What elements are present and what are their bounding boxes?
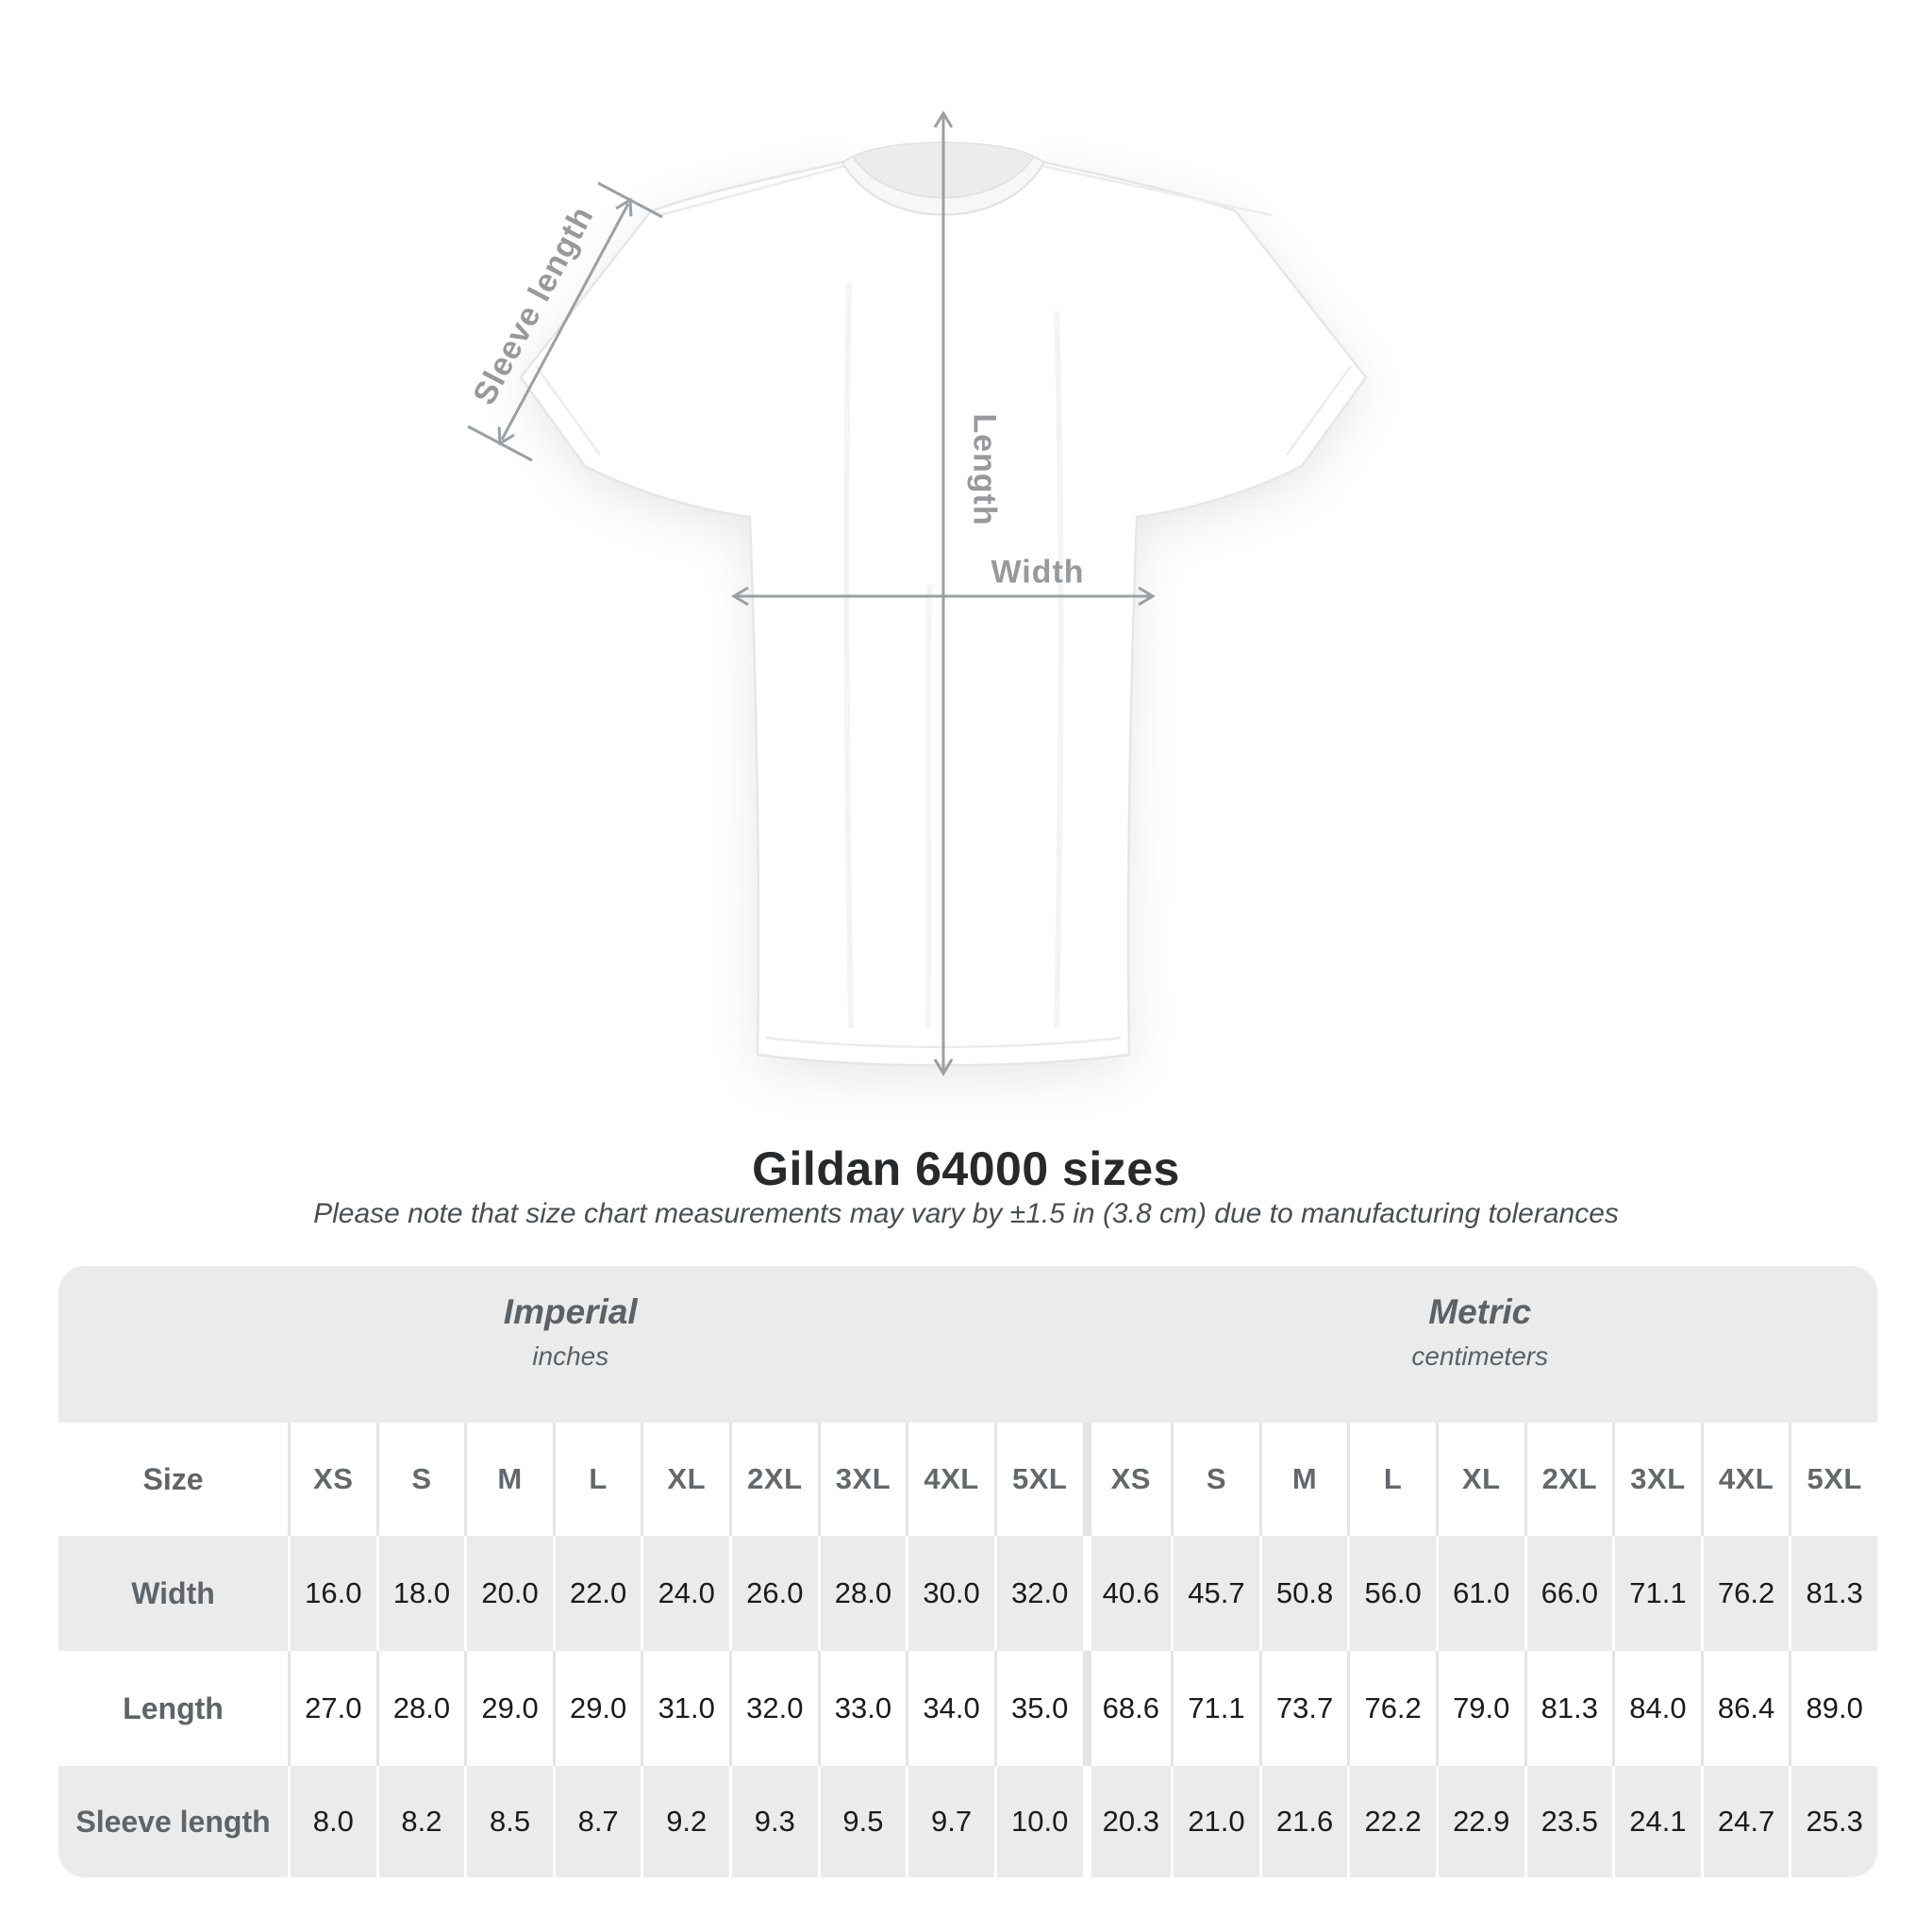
table-cell: 79.0 bbox=[1435, 1651, 1524, 1766]
table-cell: 9.7 bbox=[906, 1766, 994, 1877]
table-cell: 50.8 bbox=[1258, 1536, 1348, 1651]
table-cell: 20.3 bbox=[1082, 1766, 1172, 1877]
table-cell: 20.0 bbox=[464, 1536, 553, 1651]
imperial-unit: inches bbox=[532, 1341, 609, 1371]
table-cell: 71.1 bbox=[1612, 1536, 1701, 1651]
table-cell: 84.0 bbox=[1612, 1651, 1701, 1766]
table-cell: 81.3 bbox=[1524, 1651, 1613, 1766]
table-cell: 8.2 bbox=[375, 1766, 465, 1877]
size-col-header: L bbox=[552, 1423, 641, 1536]
table-cell: 22.0 bbox=[552, 1536, 641, 1651]
size-col-header: XS bbox=[1082, 1423, 1172, 1536]
tshirt-measurement-diagram: Sleeve length Length Width bbox=[466, 110, 1368, 1076]
table-cell: 31.0 bbox=[641, 1651, 730, 1766]
tshirt-image bbox=[467, 110, 1368, 1076]
table-cell: 9.3 bbox=[729, 1766, 818, 1877]
table-cell: 16.0 bbox=[288, 1536, 376, 1651]
metric-section-header: Metric centimeters bbox=[1082, 1266, 1877, 1423]
size-col-header: L bbox=[1347, 1423, 1436, 1536]
table-cell: 33.0 bbox=[817, 1651, 907, 1766]
sleeve-length-arrow bbox=[467, 181, 663, 462]
table-cell: 10.0 bbox=[993, 1766, 1083, 1877]
table-cell: 24.1 bbox=[1612, 1766, 1701, 1877]
table-cell: 86.4 bbox=[1700, 1651, 1790, 1766]
metric-title: Metric bbox=[1428, 1292, 1532, 1331]
length-label: Length bbox=[966, 413, 1003, 526]
table-cell: 24.7 bbox=[1700, 1766, 1790, 1877]
size-col-header: 3XL bbox=[1612, 1423, 1701, 1536]
table-cell: 89.0 bbox=[1789, 1651, 1877, 1766]
table-cell: 68.6 bbox=[1082, 1651, 1172, 1766]
size-col-header: 3XL bbox=[817, 1423, 907, 1536]
fabric-folds bbox=[843, 282, 1064, 1029]
table-cell: 66.0 bbox=[1524, 1536, 1613, 1651]
table-cell: 8.0 bbox=[288, 1766, 376, 1877]
table-cell: 8.7 bbox=[552, 1766, 641, 1877]
size-col-header: S bbox=[375, 1423, 465, 1536]
size-col-header: M bbox=[464, 1423, 553, 1536]
table-cell: 45.7 bbox=[1171, 1536, 1259, 1651]
table-cell: 61.0 bbox=[1435, 1536, 1524, 1651]
table-cell: 81.3 bbox=[1789, 1536, 1877, 1651]
size-col-header: 5XL bbox=[993, 1423, 1083, 1536]
table-cell: 30.0 bbox=[906, 1536, 994, 1651]
table-cell: 25.3 bbox=[1789, 1766, 1877, 1877]
row-label: Width bbox=[58, 1536, 288, 1651]
size-col-header: 4XL bbox=[1700, 1423, 1790, 1536]
page-title: Gildan 64000 sizes bbox=[752, 1142, 1180, 1195]
table-cell: 56.0 bbox=[1347, 1536, 1436, 1651]
row-label: Sleeve length bbox=[58, 1766, 288, 1877]
size-table: Imperial inches Metric centimeters Size … bbox=[58, 1266, 1877, 1877]
table-cell: 27.0 bbox=[288, 1651, 376, 1766]
metric-unit: centimeters bbox=[1411, 1341, 1549, 1371]
table-cell: 28.0 bbox=[375, 1651, 465, 1766]
size-column-header: Size bbox=[58, 1423, 288, 1536]
table-cell: 26.0 bbox=[729, 1536, 818, 1651]
table-cell: 21.0 bbox=[1171, 1766, 1259, 1877]
length-arrow bbox=[933, 110, 954, 1076]
table-cell: 9.2 bbox=[641, 1766, 730, 1877]
table-cell: 8.5 bbox=[464, 1766, 553, 1877]
table-cell: 22.2 bbox=[1347, 1766, 1436, 1877]
table-cell: 21.6 bbox=[1258, 1766, 1348, 1877]
page-subtitle: Please note that size chart measurements… bbox=[313, 1198, 1619, 1229]
width-label: Width bbox=[991, 554, 1085, 591]
table-cell: 24.0 bbox=[641, 1536, 730, 1651]
table-cell: 73.7 bbox=[1258, 1651, 1348, 1766]
table-cell: 9.5 bbox=[817, 1766, 907, 1877]
table-cell: 34.0 bbox=[906, 1651, 994, 1766]
row-label: Length bbox=[58, 1651, 288, 1766]
table-cell: 28.0 bbox=[817, 1536, 907, 1651]
width-arrow bbox=[731, 586, 1156, 607]
size-col-header: M bbox=[1258, 1423, 1348, 1536]
table-cell: 32.0 bbox=[993, 1536, 1083, 1651]
size-col-header: 2XL bbox=[729, 1423, 818, 1536]
table-cell: 29.0 bbox=[552, 1651, 641, 1766]
imperial-title: Imperial bbox=[503, 1292, 638, 1331]
table-cell: 18.0 bbox=[375, 1536, 465, 1651]
size-col-header: 5XL bbox=[1789, 1423, 1877, 1536]
size-col-header: XL bbox=[1435, 1423, 1524, 1536]
table-cell: 71.1 bbox=[1171, 1651, 1259, 1766]
table-cell: 40.6 bbox=[1082, 1536, 1172, 1651]
table-cell: 29.0 bbox=[464, 1651, 553, 1766]
collar-ribbing bbox=[841, 155, 1046, 216]
table-cell: 76.2 bbox=[1700, 1536, 1790, 1651]
table-cell: 22.9 bbox=[1435, 1766, 1524, 1877]
table-cell: 23.5 bbox=[1524, 1766, 1613, 1877]
table-cell: 76.2 bbox=[1347, 1651, 1436, 1766]
imperial-section-header: Imperial inches bbox=[58, 1266, 1083, 1423]
size-col-header: XL bbox=[641, 1423, 730, 1536]
size-col-header: 4XL bbox=[906, 1423, 994, 1536]
table-cell: 32.0 bbox=[729, 1651, 818, 1766]
table-cell: 35.0 bbox=[993, 1651, 1083, 1766]
size-col-header: XS bbox=[288, 1423, 376, 1536]
size-col-header: 2XL bbox=[1524, 1423, 1613, 1536]
size-col-header: S bbox=[1171, 1423, 1259, 1536]
